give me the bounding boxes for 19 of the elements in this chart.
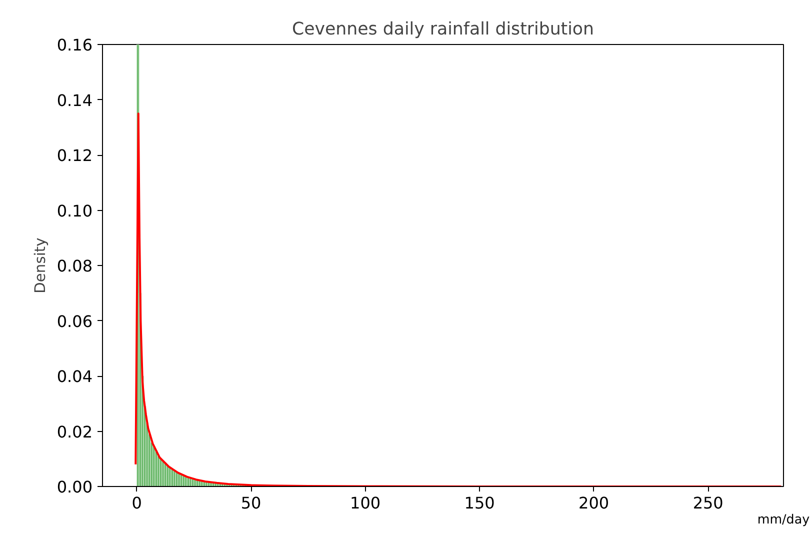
y-tick-label: 0.12 xyxy=(56,146,92,165)
chart-title: Cevennes daily rainfall distribution xyxy=(292,20,594,40)
x-tick-label: 150 xyxy=(464,494,495,512)
line-series xyxy=(134,112,782,486)
y-tick-label: 0.10 xyxy=(56,201,92,220)
y-tick-label: 0.02 xyxy=(56,422,92,442)
x-tick-label: 50 xyxy=(240,494,262,512)
x-tick-label: 250 xyxy=(692,494,724,512)
y-tick-label: 0.08 xyxy=(56,256,92,276)
x-tick-label: 0 xyxy=(132,494,142,512)
x-axis-title: mm/day xyxy=(757,512,810,526)
y-axis-title: Density xyxy=(32,237,49,294)
y-tick-label: 0.14 xyxy=(56,90,92,110)
x-tick-label: 200 xyxy=(578,494,610,512)
y-tick-label: 0.04 xyxy=(56,367,92,386)
y-tick-label: 0.06 xyxy=(56,312,92,331)
y-tick-label: 0.16 xyxy=(56,36,92,54)
x-tick-label: 100 xyxy=(350,494,381,512)
y-tick-label: 0.00 xyxy=(56,478,92,496)
